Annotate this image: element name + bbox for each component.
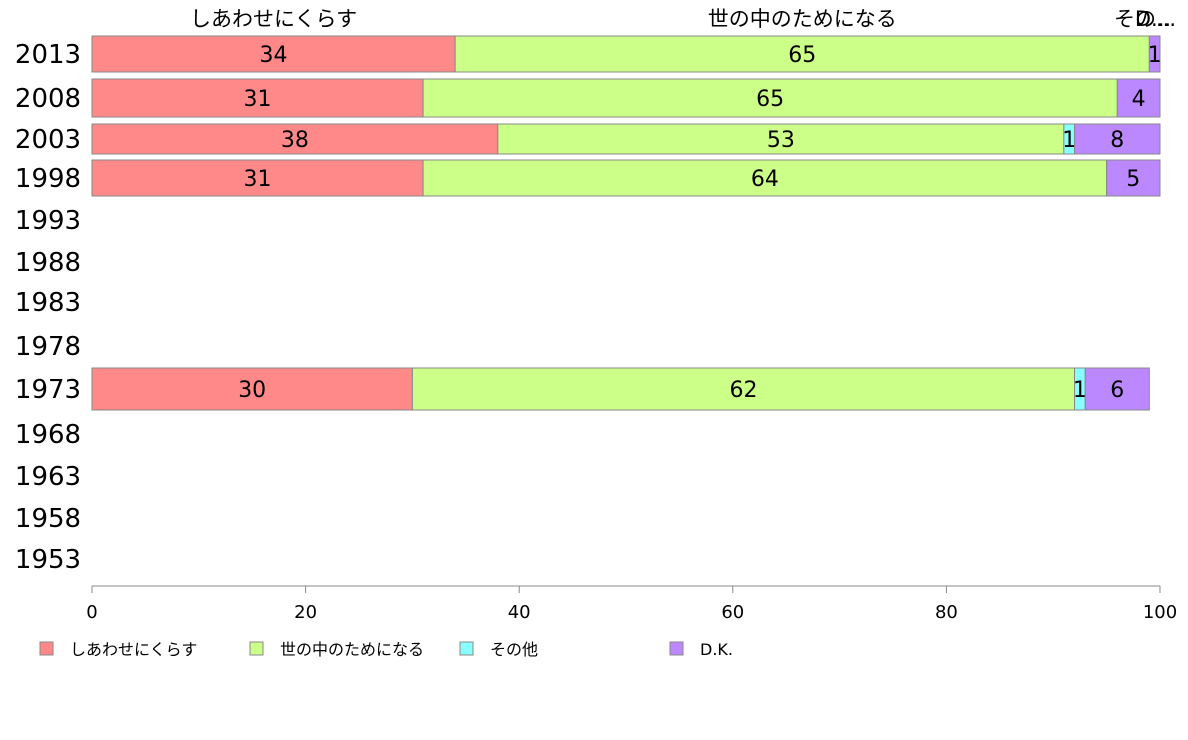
x-tick-label-0: 0 <box>86 602 97 623</box>
bar-segment-1998-s3 <box>1106 159 1161 197</box>
year-label-1988: 1988 <box>15 248 81 278</box>
data-label-2003-s2: 1 <box>1062 128 1076 153</box>
legend-label-1: 世の中のためになる <box>280 640 424 659</box>
legend-swatch-1 <box>249 641 264 656</box>
bar-segment-2003-s0 <box>91 123 499 155</box>
bar-segment-2013-s1 <box>454 35 1150 73</box>
legend-swatch-2 <box>459 641 474 656</box>
data-label-2003-s3: 8 <box>1110 128 1124 153</box>
data-label-1973-s2: 1 <box>1073 378 1087 403</box>
data-label-1998-s0: 31 <box>244 167 272 192</box>
bar-segment-2008-s3 <box>1116 78 1161 118</box>
top-series-label-1: 世の中のためになる <box>708 7 897 31</box>
data-label-1973-s0: 30 <box>238 378 266 403</box>
bar-segment-2003-s1 <box>497 123 1065 155</box>
year-label-1998: 1998 <box>15 164 81 194</box>
year-label-2013: 2013 <box>15 40 81 70</box>
data-label-1973-s1: 62 <box>729 378 757 403</box>
top-series-label-3: D... <box>1135 7 1171 31</box>
year-label-1973: 1973 <box>15 375 81 405</box>
bar-segment-2013-s0 <box>91 35 456 73</box>
year-label-1963: 1963 <box>15 462 81 492</box>
legend-label-2: その他 <box>490 640 538 659</box>
year-label-2008: 2008 <box>15 84 81 114</box>
top-series-label-0: しあわせにくらす <box>190 7 357 31</box>
legend-swatch-0 <box>39 641 54 656</box>
year-label-1983: 1983 <box>15 288 81 318</box>
x-tick-label-80: 80 <box>935 602 958 623</box>
x-tick-label-100: 100 <box>1143 602 1177 623</box>
bar-segment-2003-s3 <box>1074 123 1161 155</box>
bar-segment-1973-s1 <box>411 367 1076 411</box>
data-label-2003-s0: 38 <box>281 128 309 153</box>
year-label-1953: 1953 <box>15 545 81 575</box>
data-label-2008-s0: 31 <box>244 87 272 112</box>
data-label-2003-s1: 53 <box>767 128 795 153</box>
year-label-2003: 2003 <box>15 125 81 155</box>
data-label-2013-s1: 65 <box>788 43 816 68</box>
year-label-1993: 1993 <box>15 206 81 236</box>
data-label-2008-s3: 4 <box>1132 87 1146 112</box>
data-label-1998-s3: 5 <box>1126 167 1140 192</box>
legend-swatch-3 <box>669 641 684 656</box>
year-label-1978: 1978 <box>15 332 81 362</box>
data-label-2008-s1: 65 <box>756 87 784 112</box>
x-tick-label-20: 20 <box>294 602 317 623</box>
data-label-1973-s3: 6 <box>1110 378 1124 403</box>
data-label-2013-s3: 1 <box>1148 43 1162 68</box>
bar-segment-1998-s0 <box>91 159 424 197</box>
year-label-1958: 1958 <box>15 504 81 534</box>
data-label-2013-s0: 34 <box>260 43 288 68</box>
top-series-label-2: その... <box>1114 7 1176 31</box>
legend-label-3: D.K. <box>700 640 733 659</box>
year-label-1968: 1968 <box>15 420 81 450</box>
legend-label-0: しあわせにくらす <box>70 640 197 659</box>
bar-segment-2013-s3 <box>1148 35 1161 73</box>
data-label-1998-s1: 64 <box>751 167 779 192</box>
x-tick-label-40: 40 <box>508 602 531 623</box>
x-tick-label-60: 60 <box>721 602 744 623</box>
bar-segment-1973-s3 <box>1084 367 1150 411</box>
